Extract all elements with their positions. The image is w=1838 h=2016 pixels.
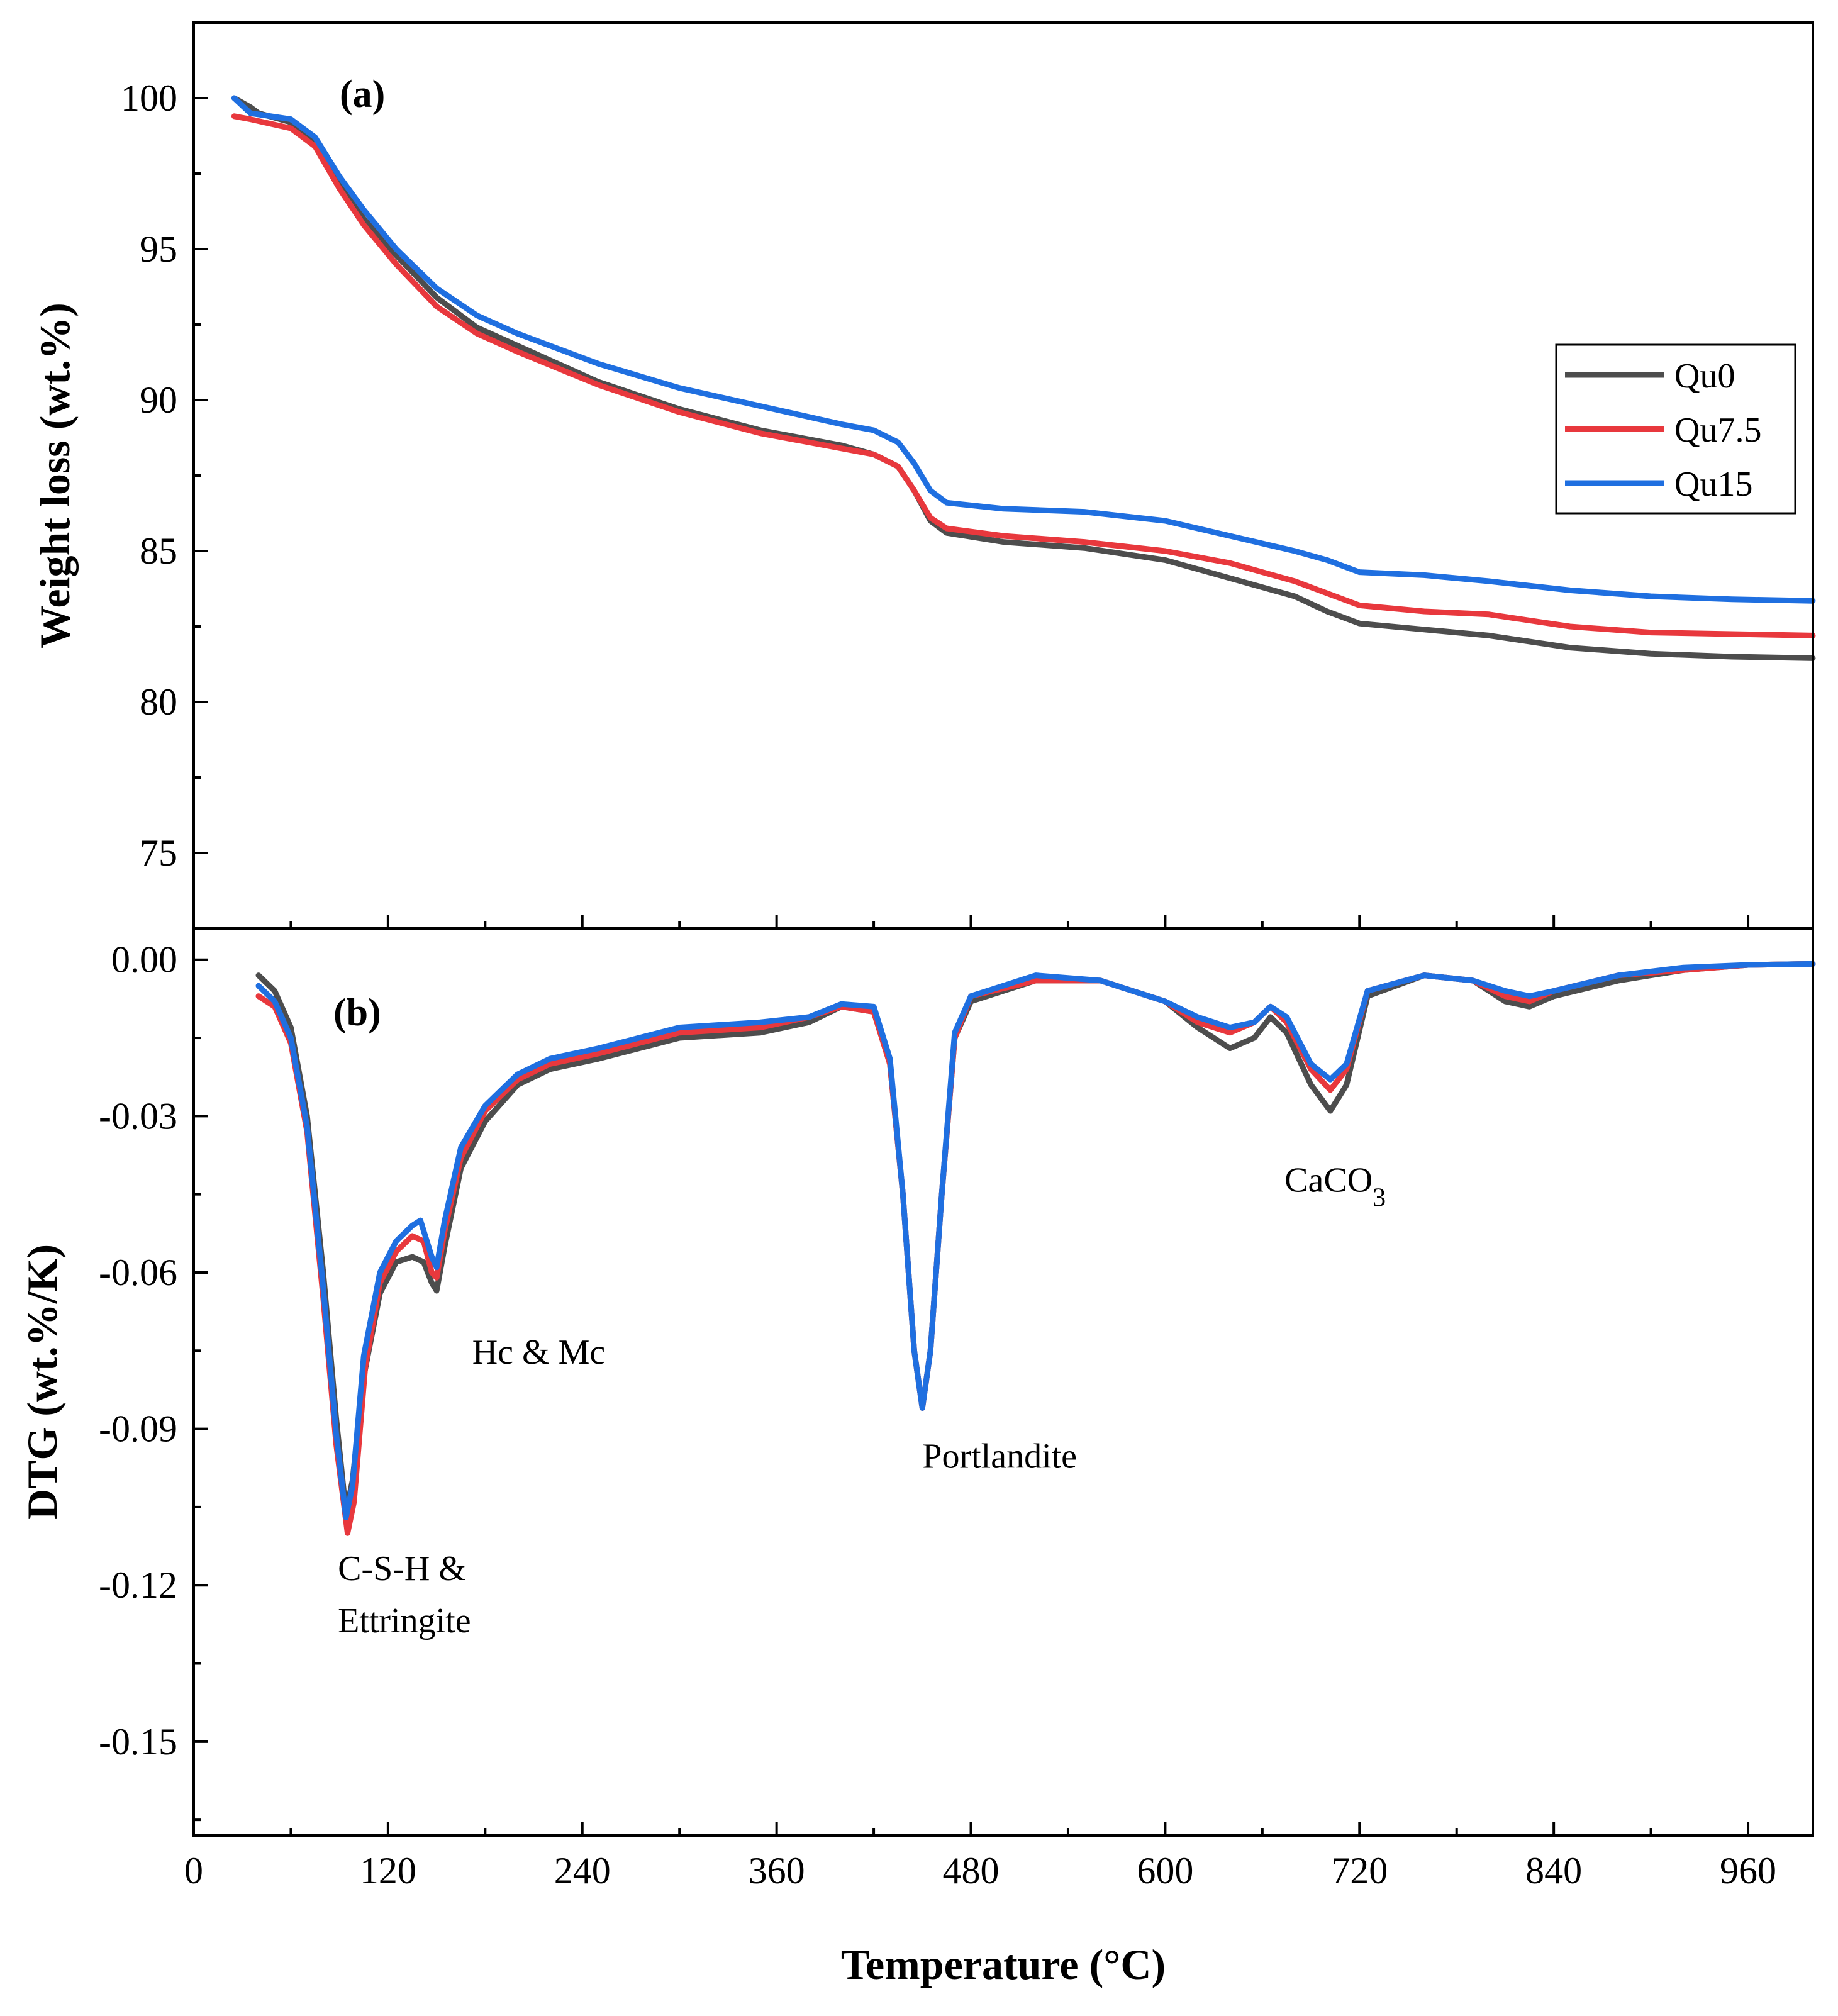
panel-a-y-tick-label: 90 <box>140 379 177 421</box>
annotation-caco3: CaCO3 <box>1284 1161 1386 1213</box>
x-tick-label: 600 <box>1137 1850 1193 1891</box>
panel-b-y-ticks: 0.00 -0.03 -0.06 -0.09 -0.12 -0.15 <box>99 939 208 1822</box>
panel-a-series-line-qu7-5 <box>231 113 1816 638</box>
panel-b-y-tick-label: -0.03 <box>99 1095 177 1137</box>
annotation-csh-ettringite-line1: C-S-H & <box>338 1549 466 1588</box>
legend-text-qu0: Qu0 <box>1674 357 1735 396</box>
x-tick-label: 360 <box>749 1850 805 1891</box>
panel-a-y-tick-label: 95 <box>140 228 177 270</box>
panel-b-dtg: 0.00 -0.03 -0.06 -0.09 -0.12 -0.15 0 120 240 360… <box>18 927 1816 1988</box>
legend-item-qu0: Qu0 <box>1565 357 1735 396</box>
panel-a-y-tick-label: 100 <box>121 77 177 119</box>
annotation-portlandite: Portlandite <box>922 1437 1077 1476</box>
panel-a-label: (a) <box>340 73 385 116</box>
panel-b-series-line-qu15 <box>255 961 1816 1520</box>
x-tick-label: 120 <box>360 1850 416 1891</box>
legend-item-qu15: Qu15 <box>1565 465 1752 504</box>
panel-b-y-tick-label: -0.12 <box>99 1564 177 1606</box>
annotation-hc-mc: Hc & Mc <box>472 1333 606 1372</box>
annotation-csh-ettringite-line2: Ettringite <box>338 1601 471 1640</box>
x-tick-label: 240 <box>554 1850 611 1891</box>
panel-b-y-tick-label: -0.09 <box>99 1408 177 1450</box>
panel-b-y-axis-title: DTG (wt.%/K) <box>18 1244 66 1520</box>
x-tick-label: 960 <box>1720 1850 1776 1891</box>
panel-b-y-tick-label: 0.00 <box>111 939 177 981</box>
x-axis-title: Temperature (°C) <box>841 1941 1166 1988</box>
panel-a-weight-loss: 75 80 85 90 95 100 (a) Weight loss (wt.%) Qu0… <box>31 21 1816 930</box>
legend: Qu0 Qu7.5 Qu15 <box>1555 343 1796 515</box>
panel-a-y-tick-label: 75 <box>140 832 177 874</box>
panel-a-y-axis-title: Weight loss (wt.%) <box>31 303 79 649</box>
panel-b-x-ticks: 0 120 240 360 480 600 720 840 960 <box>184 1822 1776 1891</box>
panel-a-series <box>231 95 1816 661</box>
panel-b-label: (b) <box>333 991 381 1034</box>
legend-text-qu15: Qu15 <box>1674 465 1752 504</box>
panel-b-y-tick-label: -0.15 <box>99 1721 177 1763</box>
x-tick-label: 480 <box>943 1850 1000 1891</box>
x-tick-label: 720 <box>1331 1850 1388 1891</box>
panel-b-series <box>255 961 1816 1536</box>
panel-a-y-tick-label: 80 <box>140 681 177 723</box>
legend-text-qu7-5: Qu7.5 <box>1674 411 1761 450</box>
panel-a-y-ticks: 75 80 85 90 95 100 <box>121 21 208 930</box>
x-tick-label: 0 <box>184 1850 203 1891</box>
x-tick-label: 840 <box>1525 1850 1582 1891</box>
legend-item-qu7-5: Qu7.5 <box>1565 411 1761 450</box>
panel-b-y-tick-label: -0.06 <box>99 1252 177 1293</box>
panel-a-y-tick-label: 85 <box>140 530 177 572</box>
panel-b-frame <box>192 927 1814 1837</box>
panel-a-series-line-qu15 <box>231 95 1816 604</box>
